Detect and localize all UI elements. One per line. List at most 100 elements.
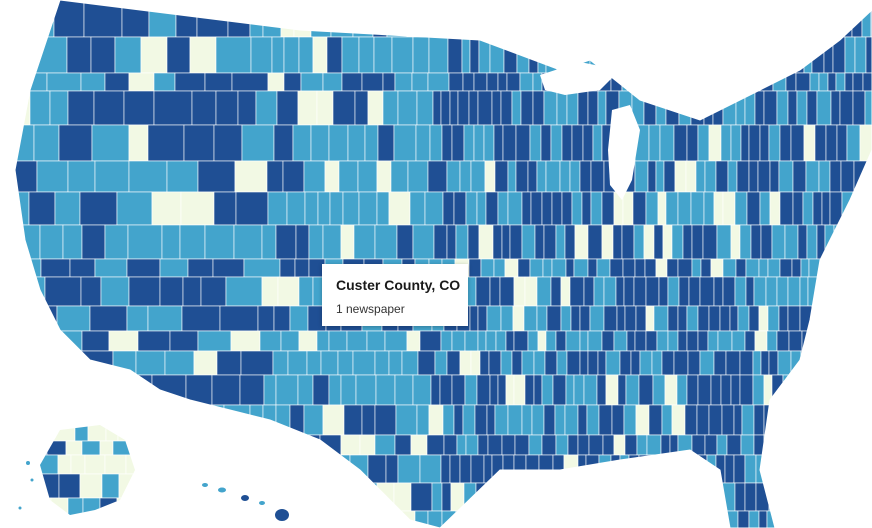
county-cell[interactable]	[507, 404, 523, 436]
county-cell[interactable]	[730, 124, 742, 162]
county-cell[interactable]	[748, 305, 760, 332]
county-cell[interactable]	[341, 72, 363, 92]
county-cell[interactable]	[494, 404, 509, 436]
county-cell[interactable]	[243, 258, 281, 278]
county-cell[interactable]	[486, 305, 502, 332]
county-cell[interactable]	[581, 191, 592, 226]
county-cell[interactable]	[633, 276, 647, 307]
county-cell[interactable]	[89, 305, 128, 332]
county-cell[interactable]	[267, 191, 288, 226]
county-cell[interactable]	[388, 350, 403, 376]
county-cell[interactable]	[720, 374, 732, 406]
county-cell[interactable]	[765, 276, 778, 307]
county-cell[interactable]	[367, 90, 384, 126]
county-cell[interactable]	[517, 258, 531, 278]
county-cell[interactable]	[453, 404, 464, 436]
county-cell[interactable]	[854, 36, 867, 74]
county-cell[interactable]	[440, 330, 453, 352]
county-cell[interactable]	[46, 72, 82, 92]
county-cell[interactable]	[579, 330, 589, 352]
county-cell[interactable]	[66, 36, 92, 74]
county-cell[interactable]	[697, 305, 710, 332]
county-cell[interactable]	[300, 72, 324, 92]
county-cell[interactable]	[93, 90, 125, 126]
county-cell[interactable]	[763, 90, 778, 126]
county-cell[interactable]	[615, 276, 625, 307]
county-cell[interactable]	[622, 258, 636, 278]
county-cell[interactable]	[651, 350, 663, 376]
county-cell[interactable]	[708, 124, 722, 162]
county-cell[interactable]	[410, 434, 428, 456]
county-cell[interactable]	[779, 191, 794, 226]
county-cell[interactable]	[734, 276, 747, 307]
county-cell[interactable]	[407, 160, 429, 193]
county-cell[interactable]	[752, 350, 762, 376]
county-cell[interactable]	[864, 90, 872, 126]
county-cell[interactable]	[598, 404, 613, 436]
county-cell[interactable]	[501, 434, 516, 456]
county-cell[interactable]	[433, 224, 448, 260]
county-cell[interactable]	[266, 160, 284, 193]
county-cell[interactable]	[470, 350, 481, 376]
county-cell[interactable]	[533, 350, 546, 376]
county-cell[interactable]	[504, 258, 519, 278]
county-cell[interactable]	[486, 72, 499, 92]
county-cell[interactable]	[468, 258, 482, 278]
county-cell[interactable]	[416, 404, 430, 436]
county-cell[interactable]	[792, 160, 807, 193]
county-cell[interactable]	[406, 330, 421, 352]
county-cell[interactable]	[648, 124, 661, 162]
county-cell[interactable]	[633, 224, 645, 260]
county-cell[interactable]	[740, 124, 750, 162]
county-cell[interactable]	[255, 90, 278, 126]
county-cell[interactable]	[273, 124, 294, 162]
county-cell[interactable]	[354, 90, 369, 126]
county-cell[interactable]	[601, 191, 615, 226]
county-cell[interactable]	[710, 374, 722, 406]
county-cell[interactable]	[391, 36, 414, 74]
county-cell[interactable]	[340, 374, 357, 406]
county-cell[interactable]	[769, 160, 780, 193]
county-cell[interactable]	[183, 124, 215, 162]
county-cell[interactable]	[212, 258, 245, 278]
county-cell[interactable]	[748, 510, 760, 528]
county-cell[interactable]	[474, 404, 488, 436]
county-cell[interactable]	[267, 72, 285, 92]
county-cell[interactable]	[704, 434, 718, 456]
county-cell[interactable]	[652, 374, 666, 406]
county-cell[interactable]	[559, 160, 571, 193]
county-cell[interactable]	[250, 36, 273, 74]
county-cell[interactable]	[759, 191, 771, 226]
county-cell[interactable]	[128, 160, 168, 193]
county-cell[interactable]	[592, 124, 603, 162]
county-cell[interactable]	[275, 374, 299, 406]
county-cell[interactable]	[166, 36, 191, 74]
county-cell[interactable]	[513, 374, 526, 406]
county-cell[interactable]	[81, 440, 101, 456]
county-cell[interactable]	[825, 124, 838, 162]
county-cell[interactable]	[511, 90, 522, 126]
county-cell[interactable]	[338, 160, 359, 193]
county-cell[interactable]	[328, 374, 342, 406]
county-cell[interactable]	[844, 72, 854, 92]
county-cell[interactable]	[754, 90, 765, 126]
county-cell[interactable]	[449, 454, 461, 484]
county-cell[interactable]	[36, 160, 69, 193]
county-cell[interactable]	[704, 160, 717, 193]
county-cell[interactable]	[393, 124, 417, 162]
county-cell[interactable]	[80, 276, 102, 307]
county-cell[interactable]	[725, 350, 741, 376]
county-cell[interactable]	[147, 305, 183, 332]
county-cell[interactable]	[520, 90, 534, 126]
county-cell[interactable]	[434, 350, 448, 376]
county-cell[interactable]	[660, 434, 671, 456]
county-cell[interactable]	[443, 434, 458, 456]
county-cell[interactable]	[511, 350, 523, 376]
county-cell[interactable]	[519, 72, 534, 92]
county-cell[interactable]	[475, 276, 491, 307]
county-cell[interactable]	[308, 224, 324, 260]
county-cell[interactable]	[464, 330, 479, 352]
county-cell[interactable]	[271, 36, 285, 74]
county-cell[interactable]	[569, 160, 581, 193]
county-cell[interactable]	[760, 224, 773, 260]
